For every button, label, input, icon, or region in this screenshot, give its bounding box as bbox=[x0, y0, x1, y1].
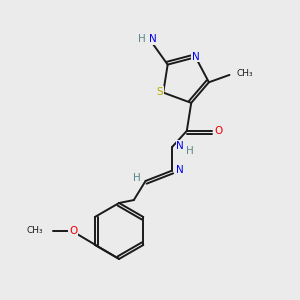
Text: CH₃: CH₃ bbox=[27, 226, 44, 236]
Text: H: H bbox=[187, 146, 194, 156]
Text: CH₃: CH₃ bbox=[237, 69, 253, 78]
Text: H: H bbox=[138, 34, 146, 44]
Text: N: N bbox=[192, 52, 200, 62]
Text: O: O bbox=[69, 226, 77, 236]
Text: S: S bbox=[156, 87, 163, 97]
Text: N: N bbox=[149, 34, 157, 44]
Text: N: N bbox=[176, 141, 184, 151]
Text: O: O bbox=[214, 126, 222, 136]
Text: N: N bbox=[176, 165, 184, 175]
Text: H: H bbox=[134, 173, 141, 183]
